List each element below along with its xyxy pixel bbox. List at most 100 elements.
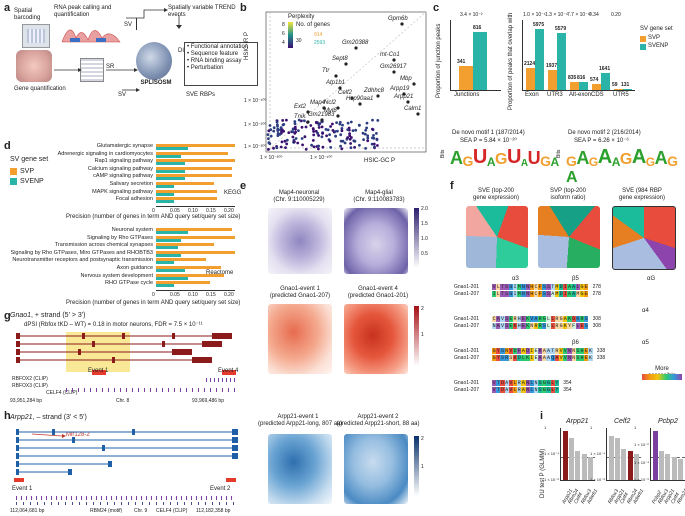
term-bar-svp (156, 144, 236, 147)
residue: K (525, 323, 530, 329)
spatial-map-map4-neuronal (268, 208, 332, 274)
scatter-point (285, 142, 289, 146)
du-bar (665, 454, 671, 480)
residue: R (517, 387, 522, 393)
scatter-point (312, 145, 316, 149)
motif1-logo: AGUAGUAUGA (450, 146, 559, 172)
residue: T (500, 284, 505, 290)
residue: F (517, 348, 522, 354)
du-bar (615, 438, 621, 480)
term-axis (156, 205, 236, 207)
overlap-bar-svp (614, 89, 623, 90)
residue: N (533, 387, 539, 393)
residue: M (554, 291, 559, 297)
residue: C (533, 284, 539, 290)
scatter-point (269, 134, 273, 138)
align-row-end: 278 (592, 284, 601, 290)
overlap-pval: 1.0 × 10⁻¹ (523, 12, 546, 18)
bits-label: Bits (440, 149, 446, 158)
overlap-bar-svenp (557, 33, 566, 90)
residue: S (542, 284, 547, 290)
junction-label: Junctions (454, 92, 480, 98)
scatter-point (304, 147, 308, 151)
align-row-end: 308 (592, 323, 601, 329)
mir-label: Mir128-2 (66, 432, 90, 438)
residue: I (492, 291, 497, 297)
gene-point (306, 110, 310, 114)
scatter-point (272, 146, 275, 150)
term-bar-svp (156, 151, 228, 155)
scatter-point (339, 133, 343, 137)
logo-letter: A (597, 146, 612, 168)
scatter-point (272, 126, 276, 130)
align-row-name: Gnao1-201 (454, 284, 480, 290)
d-axis-title-kegg: Precision (number of genes in term AND q… (66, 214, 241, 220)
panel-h: Arpp21, – strand (3' < 5') Mir128-2 Even… (6, 412, 242, 516)
scatter-point (280, 128, 284, 132)
junction-bar-svp (459, 65, 473, 90)
scatter-point (375, 138, 379, 142)
scatter-point (341, 123, 344, 127)
b-ytick: 1 × 10⁻³⁰⁰ (244, 144, 267, 150)
perp-tick: 4 (282, 40, 285, 46)
residue: A (504, 380, 509, 386)
term-bar-svenp (156, 246, 178, 250)
residue: A (521, 380, 526, 386)
residue: S (546, 284, 551, 290)
legend-svenp: SVENP (648, 43, 669, 49)
scatter-point (338, 122, 342, 126)
cbar-tick: 1.0 (421, 236, 428, 242)
residue: K (525, 316, 530, 322)
logo-letter: U (527, 148, 541, 168)
overlap-pval: 1.3 × 10⁻⁹ (545, 12, 568, 18)
g-coord-left: 93,951,284 bp (10, 398, 42, 404)
panel-label-c: c (433, 2, 440, 14)
residue: I (529, 348, 534, 354)
residue: T (496, 380, 501, 386)
du-ytick: 1 × 10⁻² (634, 442, 649, 448)
gene-label: Mbp (400, 76, 412, 82)
overlap-bar-svp (570, 81, 579, 90)
residue: I (563, 291, 568, 297)
residue: I (563, 284, 568, 290)
sv-label-top: SV (124, 22, 133, 28)
panel-label-e: e (240, 180, 247, 192)
gene-label: Tnik (294, 114, 306, 120)
residue: V (500, 323, 505, 329)
spatial-map-gnao1-event4 (344, 304, 408, 374)
scatter-point (371, 118, 374, 122)
overlap-category: Alt-exon (569, 92, 592, 98)
residue: C (533, 291, 539, 297)
residue: L (512, 380, 518, 386)
overlap-pval: 0.34 (589, 12, 599, 18)
scatter-point (300, 119, 303, 123)
overlap-value: 2124 (524, 61, 536, 68)
du-bar (575, 451, 581, 480)
scatter-point (324, 127, 328, 131)
scatter-point (317, 123, 321, 127)
residue: E (579, 323, 585, 329)
scatter-point (315, 120, 318, 124)
down-arrow-icon (176, 15, 182, 29)
flow-arrows (54, 68, 140, 92)
gene-point (416, 112, 420, 116)
colorbar-blue (414, 436, 419, 496)
panel-b: HSIC-IR P HSIC-GC P 1 × 10⁻¹⁰⁰ 1 × 10⁻²⁰… (244, 0, 432, 175)
scatter-point (329, 125, 332, 128)
residue: Y (554, 387, 559, 393)
i-ylabel: DU test P (GLMM) (540, 448, 546, 498)
term-bar-svenp (156, 154, 182, 158)
residue: S (584, 316, 589, 322)
du-bar (609, 435, 614, 480)
logo-letter: U (506, 146, 521, 168)
residue: A (504, 387, 509, 393)
residue: L (521, 355, 526, 361)
du-ytick: 1 × 10⁻⁶ (634, 477, 649, 482)
residue: G (492, 348, 497, 354)
scatter-point (336, 129, 339, 133)
i-gene: Arpp21 (566, 418, 589, 425)
track-label: RBFOX2 (CLIP) (12, 376, 48, 382)
overlap-bar-svp (548, 70, 557, 90)
panel-g: Gnao1, + strand (5' > 3') dPSI (Rbfox tK… (6, 310, 242, 408)
scatter-point (349, 142, 352, 145)
